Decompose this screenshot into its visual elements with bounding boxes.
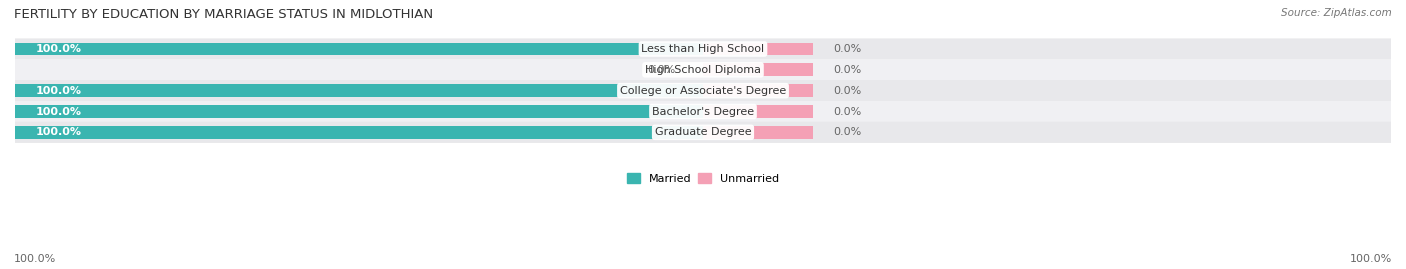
Text: 100.0%: 100.0% — [1350, 254, 1392, 264]
Text: College or Associate's Degree: College or Associate's Degree — [620, 86, 786, 96]
Bar — [703, 43, 813, 55]
Text: 100.0%: 100.0% — [14, 254, 56, 264]
Text: 100.0%: 100.0% — [35, 86, 82, 96]
Text: 100.0%: 100.0% — [35, 107, 82, 116]
FancyBboxPatch shape — [15, 80, 1391, 101]
Text: 100.0%: 100.0% — [35, 44, 82, 54]
Text: Graduate Degree: Graduate Degree — [655, 127, 751, 137]
Text: Bachelor's Degree: Bachelor's Degree — [652, 107, 754, 116]
Text: Source: ZipAtlas.com: Source: ZipAtlas.com — [1281, 8, 1392, 18]
Text: 100.0%: 100.0% — [35, 127, 82, 137]
Bar — [703, 126, 813, 139]
FancyBboxPatch shape — [15, 38, 1391, 60]
Text: 0.0%: 0.0% — [834, 65, 862, 75]
Text: 0.0%: 0.0% — [834, 107, 862, 116]
FancyBboxPatch shape — [15, 101, 1391, 122]
Text: Less than High School: Less than High School — [641, 44, 765, 54]
Bar — [703, 84, 813, 97]
Bar — [703, 105, 813, 118]
Bar — [703, 63, 813, 76]
Text: 0.0%: 0.0% — [647, 65, 675, 75]
Bar — [15, 84, 703, 97]
FancyBboxPatch shape — [15, 122, 1391, 143]
FancyBboxPatch shape — [15, 59, 1391, 80]
Bar — [15, 126, 703, 139]
Legend: Married, Unmarried: Married, Unmarried — [623, 168, 783, 188]
Text: High School Diploma: High School Diploma — [645, 65, 761, 75]
Bar — [15, 105, 703, 118]
Text: FERTILITY BY EDUCATION BY MARRIAGE STATUS IN MIDLOTHIAN: FERTILITY BY EDUCATION BY MARRIAGE STATU… — [14, 8, 433, 21]
Text: 0.0%: 0.0% — [834, 127, 862, 137]
Text: 0.0%: 0.0% — [834, 86, 862, 96]
Text: 0.0%: 0.0% — [834, 44, 862, 54]
Bar — [15, 43, 703, 55]
